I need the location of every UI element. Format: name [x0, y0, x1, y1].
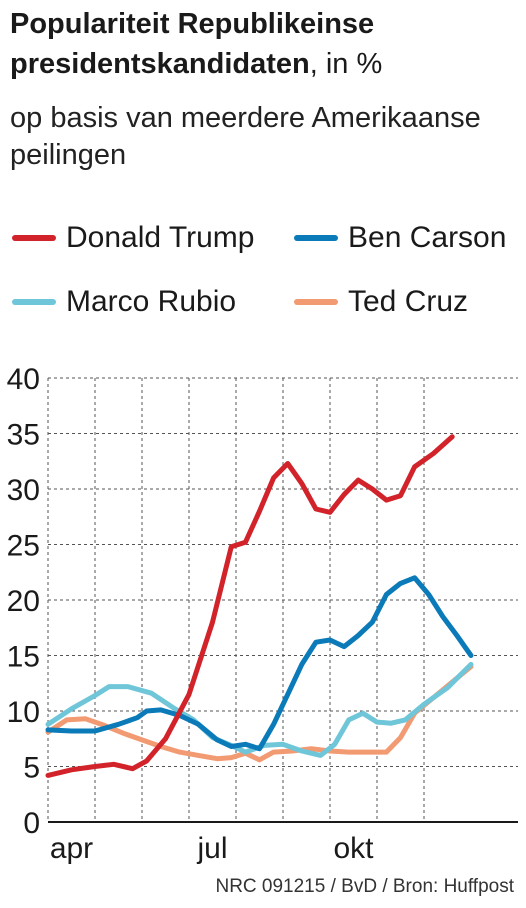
legend-swatch-cruz: [294, 299, 338, 305]
y-tick-label: 30: [7, 474, 40, 507]
y-tick-label: 15: [7, 641, 40, 674]
y-tick-label: 25: [7, 530, 40, 563]
y-tick-label: 20: [7, 585, 40, 618]
y-tick-label: 35: [7, 419, 40, 452]
y-tick-label: 0: [23, 807, 40, 840]
legend-item-rubio: Marco Rubio: [12, 282, 236, 322]
chart-title-unit: , in %: [309, 48, 383, 80]
y-tick-label: 5: [23, 752, 40, 785]
chart-title-main: Populariteit Republikeinse presidentskan…: [10, 8, 375, 80]
chart-title: Populariteit Republikeinse presidentskan…: [10, 4, 520, 84]
y-tick-label: 40: [7, 363, 40, 396]
line-chart: 0 5 10 15 20 25 30 35 40 apr jul okt: [7, 363, 518, 865]
legend-label-carson: Ben Carson: [348, 221, 507, 254]
x-tick-label: apr: [50, 832, 93, 865]
legend-label-cruz: Ted Cruz: [348, 285, 469, 318]
legend-label-trump: Donald Trump: [66, 221, 255, 254]
legend-swatch-trump: [12, 235, 56, 241]
chart-subtitle: op basis van meerdere Amerikaanse peilin…: [10, 102, 481, 171]
source-credit: NRC 091215 / BvD / Bron: Huffpost: [215, 876, 514, 897]
x-tick-label: okt: [333, 832, 374, 865]
series-line-donald-trump: [45, 434, 455, 778]
legend-item-carson: Ben Carson: [294, 218, 506, 258]
series-line-marco-rubio: [45, 661, 474, 758]
legend-item-cruz: Ted Cruz: [294, 282, 468, 322]
legend-label-rubio: Marco Rubio: [66, 285, 237, 318]
legend-swatch-carson: [294, 235, 338, 241]
legend-swatch-rubio: [12, 299, 56, 305]
series-line-ted-cruz: [45, 664, 474, 763]
series-line-ben-carson: [45, 575, 474, 752]
x-tick-label: jul: [196, 832, 227, 865]
legend-item-trump: Donald Trump: [12, 218, 254, 258]
y-tick-label: 10: [7, 696, 40, 729]
